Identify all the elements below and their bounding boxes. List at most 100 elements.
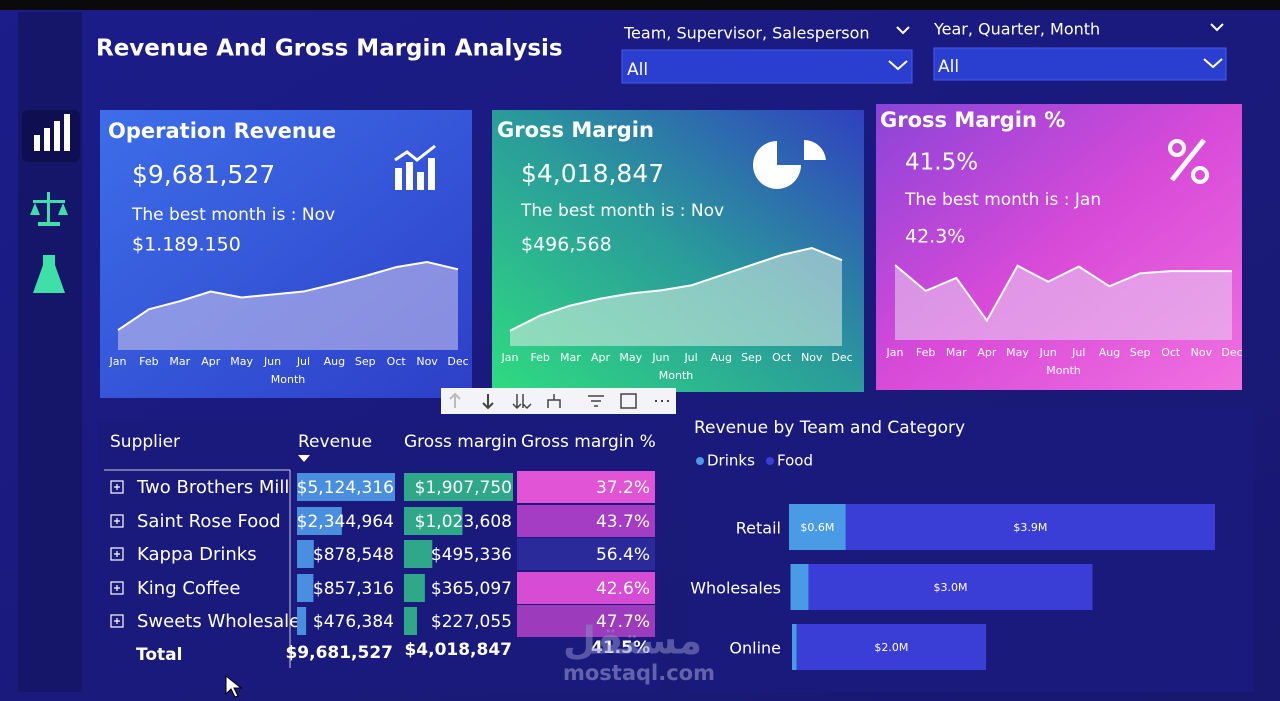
card-best: 42.3%: [905, 226, 965, 248]
cell-value: $227,055: [431, 612, 512, 632]
filter-chevron[interactable]: [1210, 23, 1224, 32]
cell-value: 43.7%: [596, 512, 650, 532]
total-value: 41.5%: [591, 638, 650, 658]
filter-chevron[interactable]: [896, 26, 910, 35]
x-tick-label: Apr: [201, 355, 221, 368]
card-best: $1.189.150: [132, 234, 241, 256]
nav-flask-icon[interactable]: [33, 255, 65, 293]
cell-value: 42.6%: [596, 579, 650, 599]
expand-icon[interactable]: [110, 581, 124, 595]
sparkline-line: [894, 264, 1232, 323]
expand-icon-plus: [114, 551, 120, 557]
card-note: The best month is : Nov: [131, 205, 335, 225]
nav-active[interactable]: [22, 110, 80, 162]
x-tick-label: Jan: [886, 346, 904, 359]
cell-value: $1,023,608: [415, 512, 512, 532]
expand-icon[interactable]: [110, 547, 124, 561]
expand-icon-plus: [114, 518, 120, 524]
expand-icon[interactable]: [110, 480, 124, 494]
cell-value: 47.7%: [596, 612, 650, 632]
expand-icon-plus: [114, 484, 120, 490]
x-tick-label: Jan: [109, 355, 127, 368]
dropdown-chevron[interactable]: [1203, 58, 1223, 69]
x-tick-label: Nov: [1191, 346, 1213, 359]
filter-dropdown[interactable]: [933, 47, 1227, 81]
nav-chart-icon[interactable]: [34, 114, 70, 151]
data-bar: [404, 507, 463, 535]
expand-icon[interactable]: [110, 514, 124, 528]
legend-swatch: [766, 457, 774, 465]
x-tick-label: Aug: [711, 351, 732, 364]
row-label: Kappa Drinks: [137, 544, 257, 565]
x-tick-label: Mar: [560, 351, 581, 364]
card-note: The best month is : Jan: [904, 190, 1101, 210]
pct-cell: [517, 505, 655, 537]
x-tick-label: Oct: [387, 355, 407, 368]
top-strip: [0, 0, 1280, 10]
column-header: Revenue: [298, 432, 372, 452]
visual-toolbar[interactable]: [441, 388, 676, 414]
row-label: Sweets Wholesale: [137, 611, 300, 632]
dropdown-chevron[interactable]: [888, 60, 908, 71]
data-bar: [404, 574, 425, 602]
row-label: King Coffee: [137, 578, 241, 599]
pct-cell: [517, 471, 655, 503]
row-label: Saint Rose Food: [137, 511, 281, 532]
data-label: $3.9M: [1013, 521, 1047, 534]
expand-icon[interactable]: [110, 614, 124, 628]
x-tick-label: Nov: [801, 351, 823, 364]
column-header: Gross margin: [404, 432, 517, 452]
data-label: $3.0M: [933, 581, 967, 594]
card-best: $496,568: [521, 234, 612, 256]
x-tick-label: Jul: [683, 351, 697, 364]
x-tick-label: Sep: [1130, 346, 1151, 359]
nav-balance-icon[interactable]: [30, 192, 68, 226]
cell-value: $1,907,750: [415, 478, 512, 498]
x-tick-label: Dec: [1221, 346, 1242, 359]
data-bar: [297, 540, 314, 568]
pct-cell: [517, 572, 655, 604]
legend-label: Food: [777, 452, 813, 470]
sort-indicator[interactable]: [298, 455, 310, 462]
pct-cell: [517, 538, 655, 570]
cell-value: $878,548: [313, 545, 394, 565]
data-bar: [404, 540, 433, 568]
legend-swatch: [696, 457, 704, 465]
legend-label: Drinks: [707, 452, 755, 470]
pct-cell: [517, 605, 655, 637]
x-axis-label: Month: [659, 369, 694, 382]
card-kpi: $9,681,527: [132, 160, 275, 189]
data-bar: [297, 574, 314, 602]
x-tick-label: May: [1006, 346, 1029, 359]
card-icon: [753, 139, 826, 189]
watermark: مستقل: [563, 619, 702, 663]
y-tick-label: Wholesales: [690, 579, 781, 598]
bar-segment: [808, 564, 1093, 610]
total-value: $4,018,847: [404, 640, 512, 660]
row-label: Two Brothers Mill: [136, 477, 289, 498]
filter-value[interactable]: All: [938, 57, 959, 77]
cell-value: $495,336: [431, 545, 512, 565]
filter-label: Year, Quarter, Month: [933, 20, 1100, 39]
sparkline-area: [510, 248, 842, 346]
card-kpi: 41.5%: [905, 150, 978, 176]
x-tick-label: Dec: [831, 351, 852, 364]
data-label: $2.0M: [874, 641, 908, 654]
x-tick-label: May: [230, 355, 253, 368]
column-header: Supplier: [110, 432, 180, 452]
sparkline-area: [118, 262, 458, 350]
cell-value: $857,316: [313, 579, 394, 599]
y-tick-label: Online: [729, 639, 781, 658]
x-tick-label: Jan: [501, 351, 519, 364]
y-tick-label: Retail: [736, 519, 781, 538]
data-bar: [297, 473, 395, 501]
column-header: Gross margin %: [521, 432, 656, 452]
card-icon: [1168, 138, 1209, 184]
data-bar: [297, 607, 307, 635]
filter-value[interactable]: All: [627, 60, 648, 80]
card-note: The best month is : Nov: [520, 201, 724, 221]
filter-dropdown[interactable]: [621, 49, 913, 84]
cell-value: $2,344,964: [297, 512, 394, 532]
sparkline-area: [895, 265, 1232, 340]
x-tick-label: May: [619, 351, 642, 364]
